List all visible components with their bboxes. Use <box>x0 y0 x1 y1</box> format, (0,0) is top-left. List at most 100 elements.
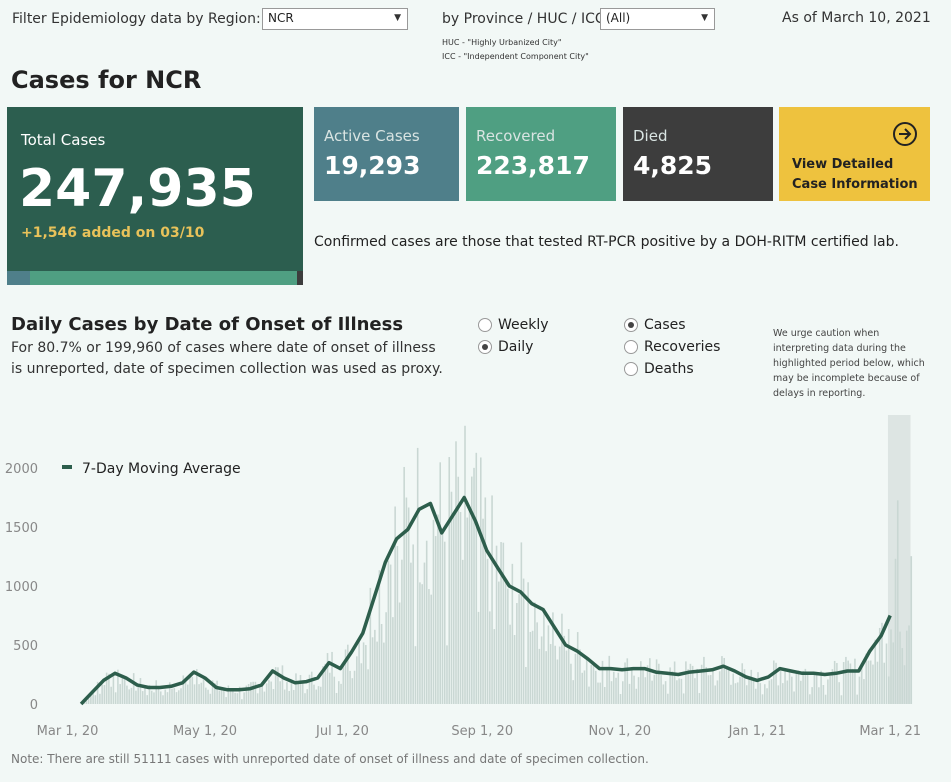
daily-bar <box>473 467 475 704</box>
daily-bar <box>714 685 716 704</box>
daily-bar <box>750 669 753 704</box>
daily-bar <box>392 617 394 704</box>
daily-bar <box>543 608 545 704</box>
active-cases-value: 19,293 <box>324 151 421 180</box>
daily-bar <box>858 676 861 704</box>
daily-bar <box>315 689 318 704</box>
daily-bar <box>723 657 725 704</box>
daily-cases-chart: 0 500 1000 1500 2000 Mar 1, 20 May 1, 20 Jul 1… <box>5 415 921 739</box>
daily-bar <box>283 689 286 704</box>
daily-bar <box>599 682 602 704</box>
chart-subtitle: For 80.7% or 199,960 of cases where date… <box>11 340 443 377</box>
daily-bar <box>552 612 554 704</box>
measure-option-recoveries[interactable]: Recoveries <box>624 339 720 355</box>
y-tick-label: 2000 <box>5 462 38 477</box>
daily-bar <box>347 644 349 704</box>
daily-bar <box>865 653 867 704</box>
daily-bar <box>225 697 227 704</box>
daily-bar <box>635 688 638 704</box>
daily-bar <box>277 667 279 704</box>
daily-bar <box>268 680 270 704</box>
daily-bar <box>831 669 834 704</box>
daily-bar <box>644 677 647 704</box>
daily-bar <box>671 671 674 704</box>
daily-bar <box>99 693 101 704</box>
daily-bar <box>428 589 430 704</box>
measure-option-deaths[interactable]: Deaths <box>624 361 694 377</box>
daily-bar <box>667 693 669 704</box>
daily-bar <box>466 517 469 704</box>
daily-bar <box>223 688 225 704</box>
chevron-down-icon: ▼ <box>701 13 708 23</box>
daily-bar <box>903 665 906 704</box>
daily-bar <box>836 662 838 704</box>
daily-bar <box>712 668 714 704</box>
daily-bar <box>908 625 910 704</box>
daily-bar <box>173 688 176 704</box>
daily-bar <box>698 693 701 704</box>
daily-bar <box>87 698 90 704</box>
daily-bar <box>615 677 617 704</box>
total-cases-card: Total Cases 247,935 +1,546 added on 03/1… <box>7 107 303 285</box>
died-share-segment <box>297 271 303 285</box>
daily-bar <box>419 582 421 704</box>
x-tick-label: Nov 1, 20 <box>588 724 651 739</box>
daily-bar <box>414 646 417 704</box>
daily-bar <box>396 546 399 704</box>
daily-bar <box>304 693 306 704</box>
daily-bar <box>159 691 162 704</box>
daily-bar <box>705 667 707 704</box>
daily-bar <box>849 663 852 704</box>
daily-bar <box>784 670 786 704</box>
region-select[interactable]: NCR ▼ <box>262 8 408 30</box>
daily-bar <box>247 684 250 704</box>
daily-bar <box>416 447 419 704</box>
daily-bar <box>554 645 556 704</box>
daily-bar <box>362 642 365 704</box>
daily-bar <box>117 669 119 704</box>
daily-bar <box>288 691 290 704</box>
view-detailed-button[interactable]: View Detailed Case Information <box>779 107 930 201</box>
daily-bar <box>299 675 302 704</box>
region-filter-label: Filter Epidemiology data by Region: <box>12 11 261 27</box>
daily-bar <box>606 666 608 704</box>
province-select[interactable]: (All) ▼ <box>600 8 715 30</box>
daily-bar <box>378 570 381 704</box>
view-detailed-line1: View Detailed <box>792 157 894 172</box>
daily-bar <box>845 656 847 704</box>
total-cases-breakdown-bar <box>7 271 303 285</box>
y-tick-label: 500 <box>13 639 38 654</box>
daily-bar <box>896 500 899 704</box>
daily-bar <box>874 639 877 704</box>
daily-bar <box>727 667 730 704</box>
as-of-date: As of March 10, 2021 <box>782 10 931 26</box>
caution-note: We urge caution when interpreting data d… <box>773 328 925 399</box>
daily-bar <box>150 690 153 704</box>
period-option-weekly[interactable]: Weekly <box>478 317 549 333</box>
daily-bar <box>802 670 804 704</box>
daily-bar <box>207 689 209 704</box>
daily-bar <box>838 682 840 704</box>
daily-bar <box>200 682 203 704</box>
daily-bar <box>455 441 457 704</box>
radio-icon <box>478 318 492 332</box>
daily-bar <box>869 660 872 704</box>
daily-bar <box>209 693 212 704</box>
daily-bar <box>146 695 149 704</box>
daily-bar <box>484 497 487 704</box>
period-option-label: Weekly <box>498 317 549 333</box>
daily-bar <box>507 588 509 704</box>
daily-bar <box>813 673 816 704</box>
daily-bar <box>259 683 261 704</box>
period-option-daily[interactable]: Daily <box>478 339 533 355</box>
daily-bar <box>326 653 329 704</box>
daily-bar <box>502 542 505 704</box>
daily-bar <box>338 681 340 704</box>
measure-option-cases[interactable]: Cases <box>624 317 686 333</box>
active-cases-label: Active Cases <box>324 127 420 145</box>
legend-swatch <box>62 465 72 469</box>
daily-bar <box>818 687 820 704</box>
daily-bar <box>270 681 272 704</box>
daily-bar <box>333 676 336 704</box>
daily-bar <box>486 558 489 704</box>
